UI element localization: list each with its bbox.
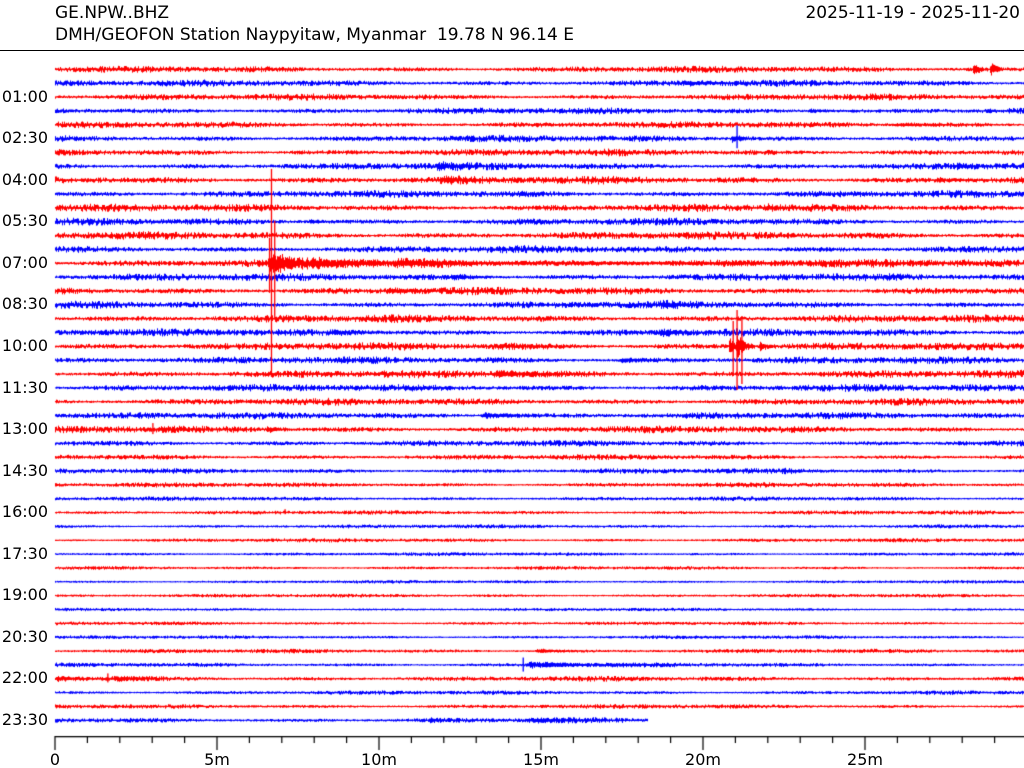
y-axis-time-label: 11:30	[1, 377, 48, 397]
y-axis-time-label: 14:30	[1, 460, 48, 480]
date-range: 2025-11-19 - 2025-11-20	[805, 3, 1020, 23]
y-axis-time-label: 19:00	[1, 585, 48, 605]
x-axis-tick-label: 5m	[204, 750, 230, 768]
y-axis-time-label: 02:30	[1, 128, 48, 148]
y-axis-time-label: 20:30	[1, 626, 48, 646]
x-axis-tick-label: 0	[49, 750, 61, 768]
x-axis-tick-label: 20m	[685, 750, 721, 768]
y-axis-time-label: 22:00	[1, 668, 48, 688]
y-axis-time-label: 16:00	[1, 502, 48, 522]
x-axis-tick-label: 10m	[361, 750, 397, 768]
x-axis-tick-label: 25m	[847, 750, 883, 768]
y-axis-time-label: 10:00	[1, 336, 48, 355]
y-axis-time-label: 01:00	[1, 86, 48, 106]
y-axis-time-label: 04:00	[1, 169, 48, 189]
y-axis-time-label: 07:00	[1, 252, 48, 272]
header-divider	[0, 50, 1024, 51]
y-axis-time-label: 05:30	[1, 211, 48, 231]
y-axis-time-label: 17:30	[1, 543, 48, 563]
y-axis-time-label: 08:30	[1, 294, 48, 314]
y-axis-time-label: 23:30	[1, 709, 48, 729]
x-axis-tick-label: 15m	[523, 750, 559, 768]
station-description: DMH/GEOFON Station Naypyitaw, Myanmar 19…	[55, 25, 574, 45]
y-axis-time-label: 13:00	[1, 419, 48, 439]
station-id: GE.NPW..BHZ	[55, 3, 170, 23]
